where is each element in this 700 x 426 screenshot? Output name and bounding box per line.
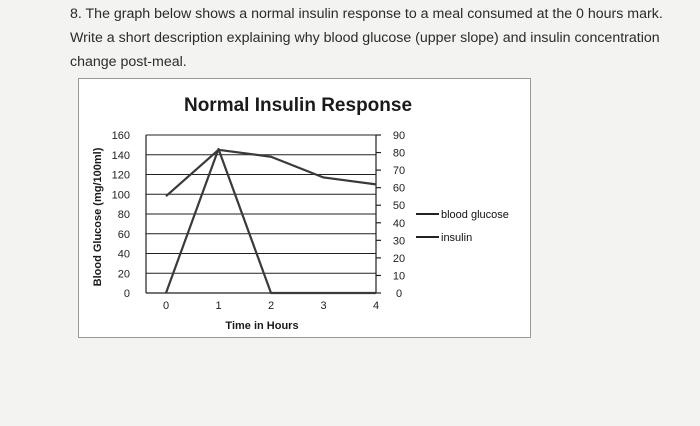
y2-tick-label: 50: [393, 200, 405, 212]
chart-figure: Normal Insulin Response Blood Glucose (m…: [78, 78, 531, 338]
y2-tick-label: 30: [393, 235, 405, 247]
y2-tick-label: 90: [393, 130, 405, 142]
y2-tick-label: 60: [393, 183, 405, 195]
question-text: 8. The graph below shows a normal insuli…: [70, 6, 663, 70]
x-tick-label: 4: [373, 300, 379, 312]
y2-tick-label: 70: [393, 165, 405, 177]
x-tick-label: 3: [320, 300, 326, 312]
y2-tick-label: 40: [393, 218, 405, 230]
chart-svg: Normal Insulin Response Blood Glucose (m…: [92, 95, 509, 332]
legend-label: insulin: [441, 232, 472, 244]
y-tick-label: 80: [118, 209, 130, 221]
y-tick-label: 60: [118, 229, 130, 241]
y-tick-label: 120: [112, 170, 130, 182]
y2-tick-label: 20: [393, 253, 405, 265]
insulin-line: [164, 147, 376, 295]
y-tick-label: 20: [118, 268, 130, 280]
y2-tick-label: 80: [393, 148, 405, 160]
legend-label: blood glucose: [441, 209, 509, 221]
y2-tick-label: 10: [393, 270, 405, 282]
x-tick-label: 0: [163, 300, 169, 312]
chart-title: Normal Insulin Response: [184, 95, 412, 116]
y-tick-label: 140: [112, 150, 130, 162]
y-tick-label: 100: [112, 189, 130, 201]
x-tick-label: 1: [215, 300, 221, 312]
y2-tick-label: 0: [396, 288, 402, 300]
y-tick-label: 40: [118, 249, 130, 261]
y-tick-label: 0: [124, 288, 130, 300]
x-axis-label: Time in Hours: [225, 320, 298, 332]
y-tick-label: 160: [112, 130, 130, 142]
y-axis-label: Blood Glucose (mg/100ml): [92, 147, 104, 286]
x-tick-label: 2: [268, 300, 274, 312]
